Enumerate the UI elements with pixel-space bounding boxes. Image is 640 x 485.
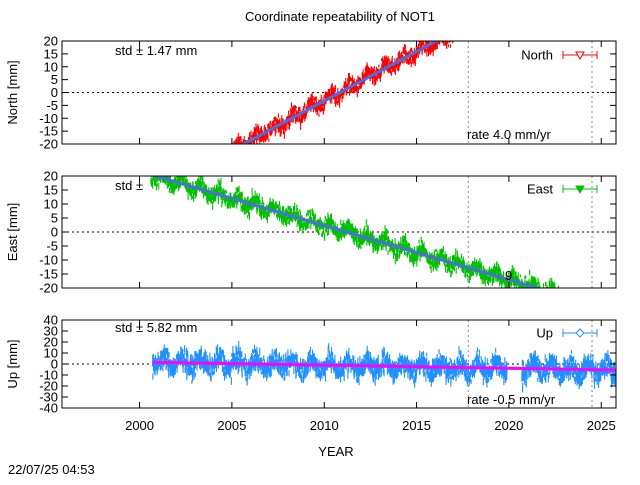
x-tick-label: 2020 [494, 418, 523, 433]
y-tick-label: 10 [44, 346, 58, 361]
timestamp-label: 22/07/25 04:53 [8, 462, 95, 477]
y-tick-label: -30 [39, 390, 58, 405]
trend-line [152, 360, 616, 372]
x-tick-label: 2010 [310, 418, 339, 433]
y-tick-label: 0 [51, 225, 58, 240]
y-tick-label: 15 [44, 46, 58, 61]
y-tick-label: -10 [39, 368, 58, 383]
y-tick-label: -5 [46, 98, 58, 113]
y-tick-label: -10 [39, 253, 58, 268]
y-axis-label: North [mm] [5, 60, 20, 124]
y-tick-label: 20 [44, 169, 58, 184]
std-label: std ± 1.47 mm [115, 43, 197, 58]
y-tick-label: 0 [51, 85, 58, 100]
y-tick-label: 5 [51, 211, 58, 226]
y-tick-label: -15 [39, 267, 58, 282]
std-label: std ± [115, 178, 143, 193]
y-tick-label: 40 [44, 313, 58, 328]
rate-label: 9 [505, 268, 512, 283]
y-tick-label: -5 [46, 239, 58, 254]
y-tick-label: -15 [39, 124, 58, 139]
legend-marker [575, 328, 585, 338]
rate-label: rate -0.5 mm/yr [467, 392, 556, 407]
x-tick-label: 2000 [125, 418, 154, 433]
chart-title: Coordinate repeatability of NOT1 [245, 9, 435, 24]
y-axis-label: Up [mm] [5, 339, 20, 388]
legend-marker [575, 185, 585, 195]
y-tick-label: -10 [39, 111, 58, 126]
trend-line [150, 176, 543, 288]
y-tick-label: 0 [51, 357, 58, 372]
y-tick-label: 20 [44, 335, 58, 350]
rate-label: rate 4.0 mm/yr [467, 127, 551, 142]
y-tick-label: -20 [39, 379, 58, 394]
legend-marker [575, 51, 585, 61]
std-label: std ± 5.82 mm [115, 320, 197, 335]
y-tick-label: 5 [51, 72, 58, 87]
trend-line [240, 41, 440, 144]
y-tick-label: -20 [39, 281, 58, 296]
y-tick-label: 10 [44, 197, 58, 212]
x-tick-label: 2025 [587, 418, 616, 433]
x-tick-label: 2015 [402, 418, 431, 433]
y-tick-label: 10 [44, 59, 58, 74]
x-axis-label: YEAR [318, 444, 353, 459]
legend-label: North [521, 48, 553, 63]
y-tick-label: -20 [39, 137, 58, 152]
y-tick-label: 30 [44, 324, 58, 339]
y-tick-label: 20 [44, 34, 58, 49]
y-tick-label: 15 [44, 183, 58, 198]
legend-label: Up [536, 326, 553, 341]
y-tick-label: -40 [39, 401, 58, 416]
y-axis-label: East [mm] [5, 203, 20, 262]
legend-label: East [527, 182, 553, 197]
x-tick-label: 2005 [217, 418, 246, 433]
